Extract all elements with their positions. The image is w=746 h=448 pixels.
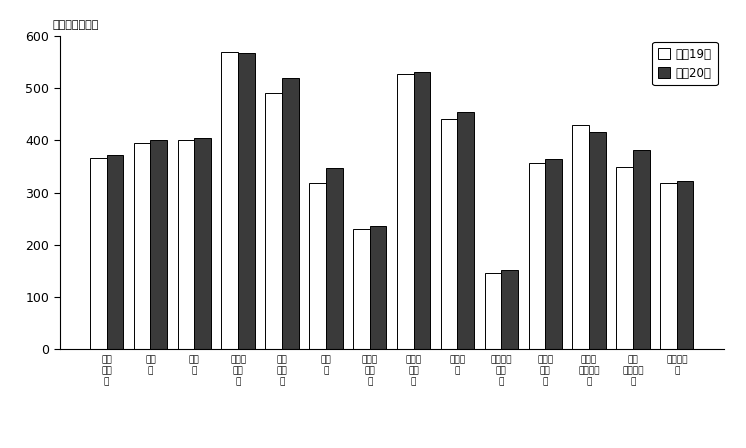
Bar [501,270,518,349]
Bar [151,140,167,349]
Bar [616,167,633,349]
Bar [485,272,501,349]
Bar [528,164,545,349]
Bar [238,52,255,349]
Bar [266,93,282,349]
Bar [90,158,107,349]
Bar [309,183,326,349]
Bar [572,125,589,349]
Bar [677,181,694,349]
Bar [441,120,457,349]
Bar [660,183,677,349]
Bar [545,159,562,349]
Legend: 平成19年, 平成20年: 平成19年, 平成20年 [652,42,718,86]
Bar [178,140,194,349]
Bar [134,143,151,349]
Bar [326,168,342,349]
Bar [194,138,211,349]
Bar [353,229,370,349]
Bar [222,52,238,349]
Text: （単位：千円）: （単位：千円） [52,20,98,30]
Bar [282,78,298,349]
Bar [589,132,606,349]
Bar [397,74,413,349]
Bar [107,155,123,349]
Bar [413,72,430,349]
Bar [370,225,386,349]
Bar [633,151,650,349]
Bar [457,112,474,349]
